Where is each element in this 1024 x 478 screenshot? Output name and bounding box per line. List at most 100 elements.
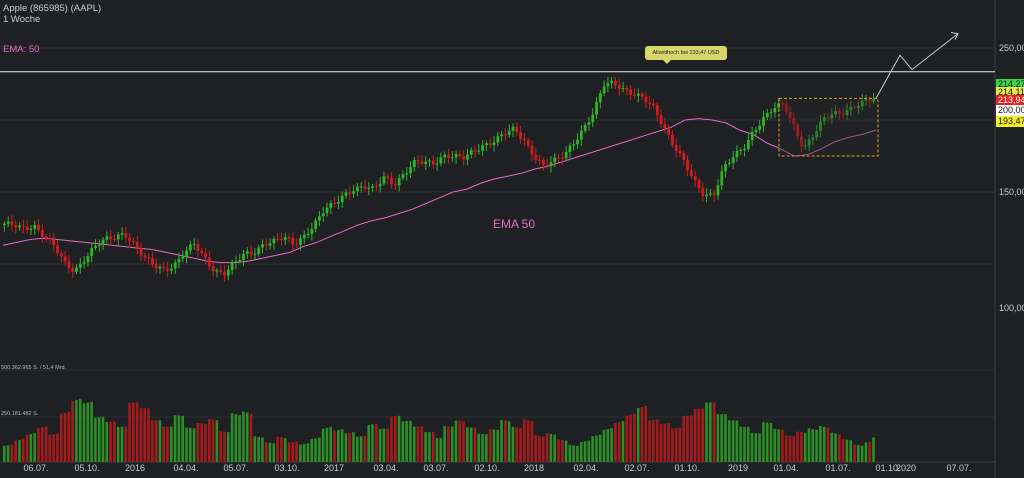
volume-bar (90, 401, 93, 462)
volume-bar (97, 417, 101, 462)
volume-bar (648, 420, 651, 462)
candle (359, 186, 363, 188)
arrow-head-icon (950, 32, 959, 40)
candle (177, 258, 181, 263)
candle (33, 224, 37, 229)
chart-overlays (0, 32, 995, 157)
candle (784, 103, 788, 113)
candle (14, 225, 18, 228)
volume-bar (708, 402, 712, 462)
volume-bar (101, 416, 105, 462)
volume-bar (188, 427, 192, 462)
candle (299, 238, 302, 245)
candle (355, 186, 359, 192)
volume-bar (29, 433, 33, 462)
candle (374, 186, 378, 188)
volume-bar (401, 421, 405, 462)
volume-bar (344, 433, 348, 462)
volume-bar (428, 432, 431, 462)
candle (173, 262, 177, 269)
candle (283, 237, 287, 240)
candle (67, 261, 71, 269)
volume-bar (25, 434, 29, 462)
candle (549, 162, 553, 167)
x-axis-label: 07.07. (946, 463, 972, 473)
volume-bar (363, 435, 367, 462)
volume-bar (314, 438, 317, 462)
candle (712, 193, 716, 196)
candle (371, 186, 374, 188)
candle (291, 238, 295, 245)
volume-bar (310, 438, 314, 462)
candle (348, 192, 352, 194)
candle (367, 187, 371, 189)
volume-bar (177, 415, 181, 462)
y-axis-label: 150,00 (999, 187, 1024, 197)
volume-bar (105, 422, 109, 462)
candle (507, 130, 511, 135)
chart-title: Apple (865985) (AAPL) (3, 3, 102, 14)
volume-bar (14, 440, 17, 462)
all-time-high-annotation[interactable]: Allzeithoch bei 233,47 USD (645, 46, 727, 64)
volume-bar (857, 444, 860, 462)
volume-bars (3, 398, 875, 462)
volume-bar (853, 444, 856, 462)
volume-bar (420, 426, 424, 462)
candle (116, 234, 120, 240)
price-tag: 214,27 (996, 79, 1024, 90)
candle (534, 154, 538, 160)
candle (378, 183, 382, 187)
candle (105, 236, 109, 240)
candle (181, 256, 185, 259)
volume-bar (530, 421, 534, 462)
candle (541, 160, 545, 165)
candle (306, 234, 310, 236)
volume-bar (443, 426, 446, 462)
volume-bar (75, 399, 78, 462)
volume-bar (678, 427, 682, 462)
volume-bar (59, 413, 63, 462)
volume-bar (162, 426, 166, 462)
candle (572, 144, 576, 146)
candle (834, 111, 838, 115)
candle (143, 255, 147, 258)
volume-bar (758, 433, 761, 462)
candle (860, 100, 864, 107)
volume-bar (606, 429, 610, 462)
candle (595, 101, 598, 115)
candle (200, 250, 204, 254)
candle (644, 96, 648, 103)
volume-bar (822, 426, 826, 462)
candle (90, 248, 94, 257)
volume-bar (697, 408, 701, 462)
volume-bar (860, 445, 864, 462)
volume-bar (625, 415, 629, 462)
y-axis-label: 100,00 (999, 303, 1024, 313)
candle (211, 266, 215, 272)
x-axis-label: 06.07. (23, 463, 49, 473)
volume-bar (644, 405, 648, 462)
volume-bar (564, 440, 568, 462)
price-tag: 193,47 (996, 116, 1024, 127)
volume-bar (663, 423, 667, 462)
candle (762, 116, 765, 126)
candle (261, 244, 264, 248)
volume-bar (204, 423, 207, 462)
volume-bar (10, 444, 14, 462)
volume-bar (515, 427, 519, 462)
candle (705, 194, 708, 197)
candle (652, 103, 655, 106)
candle (249, 251, 253, 255)
volume-bar (614, 423, 617, 462)
volume-bar (223, 431, 226, 462)
volume-bar (773, 428, 777, 462)
candle (52, 239, 56, 246)
grid-lines (0, 0, 996, 478)
volume-bar (48, 434, 52, 462)
volume-bar (409, 420, 412, 462)
candle (492, 142, 496, 145)
volume-bar (739, 426, 742, 462)
candle (671, 134, 674, 145)
